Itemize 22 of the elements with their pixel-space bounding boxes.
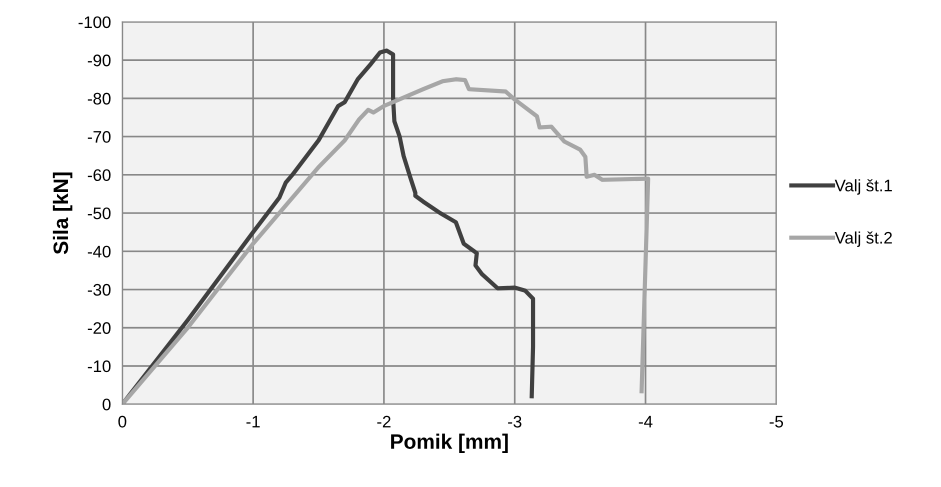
- x-tick-label: -1: [246, 416, 260, 428]
- y-axis-title: Sila [kN]: [52, 172, 72, 254]
- line-series: [122, 77, 650, 404]
- y-tick-label: -20: [88, 322, 111, 334]
- y-tick-label: -70: [88, 131, 111, 143]
- x-tick-label: -5: [770, 416, 784, 428]
- y-tick-label: 0: [102, 398, 111, 410]
- y-tick-label: -60: [88, 169, 111, 182]
- x-tick-label: -4: [638, 416, 652, 428]
- y-tick-label: -10: [88, 360, 111, 372]
- x-axis-title: Pomik [mm]: [391, 434, 508, 454]
- y-tick-label: -40: [88, 246, 111, 258]
- x-tick-label: -3: [508, 416, 522, 428]
- x-tick-label: 0: [118, 416, 126, 428]
- y-tick-label: -50: [88, 207, 111, 220]
- legend-label: Valj št.1: [834, 179, 892, 195]
- y-tick-label: -90: [88, 54, 111, 66]
- y-tick-label: -80: [88, 92, 111, 105]
- x-tick-label: -2: [377, 416, 390, 428]
- y-tick-label: -100: [78, 16, 111, 28]
- legend-label: Valj št.2: [834, 231, 892, 247]
- y-tick-label: -30: [88, 284, 111, 296]
